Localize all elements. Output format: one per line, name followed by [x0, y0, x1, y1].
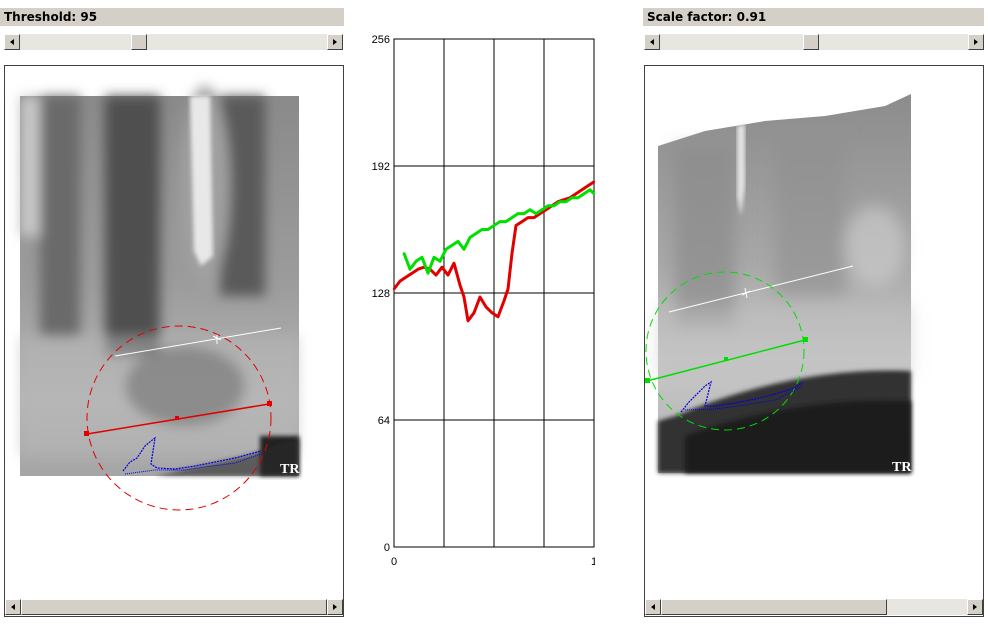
- scroll-left-arrow-icon[interactable]: [645, 599, 661, 615]
- profile-point: [528, 208, 532, 211]
- profile-point: [392, 287, 396, 291]
- y-tick-label: 192: [372, 161, 390, 173]
- scroll-left-arrow-icon[interactable]: [4, 34, 20, 50]
- profile-point: [444, 248, 448, 251]
- y-tick-label: 0: [384, 542, 390, 554]
- left-xray-image: TR: [20, 86, 300, 511]
- profile-point: [466, 319, 470, 322]
- scale-factor-label: Scale factor: 0.91: [643, 8, 984, 26]
- profile-point: [446, 273, 450, 277]
- profile-point: [510, 252, 514, 255]
- y-tick-label: 128: [372, 288, 390, 300]
- profile-point: [582, 192, 586, 195]
- profile-point: [502, 299, 506, 303]
- profile-point: [570, 196, 574, 199]
- profile-point: [420, 256, 424, 259]
- threshold-value: 95: [80, 10, 98, 24]
- profile-point: [546, 204, 550, 207]
- profile-point: [404, 275, 408, 279]
- threshold-label-text: Threshold:: [4, 10, 81, 24]
- profile-point: [588, 188, 592, 192]
- scale-factor-slider-thumb[interactable]: [803, 34, 819, 50]
- profile-point: [490, 311, 494, 315]
- profile-point: [540, 208, 544, 211]
- profile-point: [410, 271, 414, 275]
- threshold-label: Threshold: 95: [0, 8, 344, 26]
- left-panel-scroll-thumb[interactable]: [21, 599, 327, 615]
- profile-point: [498, 220, 502, 223]
- scroll-left-arrow-icon[interactable]: [5, 599, 21, 615]
- threshold-slider-thumb[interactable]: [131, 34, 147, 50]
- profile-point: [416, 267, 420, 271]
- profile-point: [532, 216, 536, 219]
- profile-point: [408, 267, 412, 271]
- profile-point: [398, 279, 402, 283]
- profile-point: [580, 188, 584, 192]
- y-tick-label: 256: [372, 34, 390, 46]
- x-tick-label: 1: [591, 556, 595, 568]
- profile-point: [552, 204, 556, 207]
- threshold-slider[interactable]: [4, 33, 343, 51]
- scroll-left-arrow-icon[interactable]: [644, 34, 660, 50]
- profile-point: [474, 232, 478, 235]
- profile-point: [592, 180, 595, 184]
- profile-point: [438, 260, 442, 263]
- profile-point: [486, 228, 490, 231]
- profile-point: [576, 196, 580, 199]
- profile-point: [592, 192, 595, 195]
- scale-factor-label-text: Scale factor:: [647, 10, 737, 24]
- profile-point: [516, 212, 520, 215]
- profile-point: [456, 240, 460, 243]
- right-xray-image: TR: [645, 94, 912, 475]
- left-image-panel: TR: [4, 65, 344, 617]
- profile-point: [506, 287, 510, 291]
- scroll-right-arrow-icon[interactable]: [967, 599, 983, 615]
- profile-point: [450, 244, 454, 247]
- scale-factor-slider[interactable]: [644, 33, 984, 51]
- profile-point: [510, 216, 514, 219]
- x-tick-label: 0: [391, 556, 397, 568]
- profile-point: [526, 216, 530, 219]
- profile-point: [462, 295, 466, 299]
- profile-point: [462, 248, 466, 251]
- profile-point: [432, 256, 436, 259]
- profile-point: [534, 212, 538, 215]
- left-logo: TR: [280, 462, 300, 477]
- right-panel-scrollbar[interactable]: [645, 598, 983, 616]
- intensity-profile-chart: 0 64 128 192 256 0 1: [372, 34, 595, 568]
- right-logo: TR: [892, 460, 912, 475]
- profile-point: [564, 200, 568, 203]
- scroll-right-arrow-icon[interactable]: [327, 34, 343, 50]
- profile-point: [484, 305, 488, 309]
- profile-point: [468, 236, 472, 239]
- profile-point: [520, 220, 524, 223]
- profile-point: [414, 260, 418, 263]
- scale-factor-value: 0.91: [736, 10, 767, 24]
- right-image-panel: TR: [644, 65, 984, 617]
- profile-point: [522, 212, 526, 215]
- profile-point: [504, 220, 508, 223]
- profile-point: [514, 224, 518, 227]
- profile-point: [492, 224, 496, 227]
- profile-point: [574, 192, 578, 195]
- profile-point: [452, 262, 456, 265]
- profile-point: [472, 311, 476, 315]
- profile-point: [434, 273, 438, 277]
- y-tick-label: 64: [378, 415, 390, 427]
- profile-point: [440, 266, 444, 269]
- profile-point: [558, 200, 562, 203]
- right-panel-scroll-thumb[interactable]: [661, 599, 887, 615]
- left-panel-scrollbar[interactable]: [5, 598, 343, 616]
- profile-point: [478, 295, 482, 299]
- profile-point: [586, 184, 590, 188]
- scroll-right-arrow-icon[interactable]: [327, 599, 343, 615]
- profile-point: [426, 271, 430, 275]
- profile-point: [480, 228, 484, 231]
- profile-point: [496, 315, 500, 319]
- scroll-right-arrow-icon[interactable]: [968, 34, 984, 50]
- profile-point: [458, 283, 462, 287]
- profile-point: [402, 252, 406, 255]
